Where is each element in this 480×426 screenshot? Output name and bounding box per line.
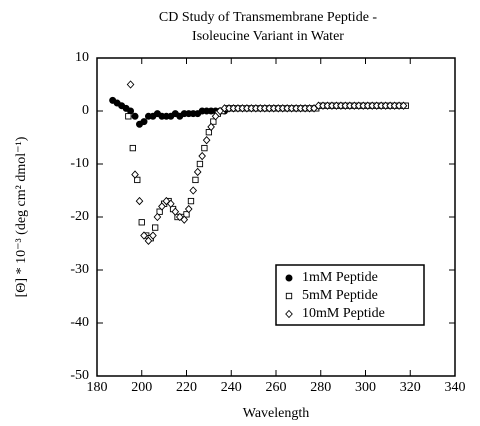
data-point [198, 151, 206, 161]
data-point [152, 224, 159, 231]
data-point [153, 212, 162, 222]
data-point [138, 219, 145, 226]
y-tick-label: -30 [70, 262, 89, 277]
legend-marker [285, 292, 293, 300]
y-tick-label: -10 [70, 156, 89, 171]
x-axis-label: Wavelength [243, 406, 310, 421]
x-tick-label: 220 [176, 380, 197, 395]
data-point [193, 167, 202, 177]
data-point [131, 170, 139, 179]
data-point [180, 215, 189, 224]
data-point [131, 112, 139, 120]
data-point [210, 118, 217, 125]
x-tick-label: 200 [131, 380, 152, 395]
y-tick-label: -20 [70, 209, 89, 224]
data-point [211, 112, 220, 121]
data-point [149, 231, 157, 240]
data-point [126, 80, 135, 89]
legend-label: 5mM Peptide [302, 288, 378, 303]
data-point [135, 196, 144, 206]
y-tick-label: 10 [75, 50, 89, 65]
legend-label: 10mM Peptide [302, 306, 385, 321]
data-point [134, 176, 141, 184]
x-tick-label: 300 [355, 380, 376, 395]
data-point [158, 202, 166, 211]
chart-title: Isoleucine Variant in Water [192, 29, 344, 44]
data-point [207, 122, 215, 132]
y-tick-label: 0 [82, 103, 89, 118]
data-point [144, 236, 153, 246]
legend-box [275, 264, 425, 326]
x-tick-label: 280 [310, 380, 331, 395]
data-point [187, 197, 195, 205]
chart-title: CD Study of Transmembrane Peptide - [159, 10, 377, 25]
data-point [167, 199, 175, 208]
x-tick-label: 180 [87, 380, 108, 395]
data-point [140, 118, 148, 126]
data-point [140, 231, 148, 240]
y-axis-label: [Θ] * 10⁻³ (deg cm² dmol⁻¹) [14, 136, 29, 297]
data-point [156, 208, 163, 215]
data-point [192, 176, 199, 184]
data-point [127, 107, 135, 115]
legend-label: 1mM Peptide [302, 270, 378, 285]
data-point [129, 144, 136, 152]
data-point [205, 129, 213, 136]
data-point [399, 101, 408, 110]
x-tick-label: 240 [221, 380, 242, 395]
data-point [202, 135, 211, 145]
legend-marker [285, 309, 293, 319]
data-point [125, 113, 132, 120]
data-point [196, 160, 204, 168]
data-point [189, 186, 198, 195]
data-point [183, 211, 190, 218]
y-tick-label: -50 [70, 368, 89, 383]
data-point [171, 207, 180, 216]
x-tick-label: 340 [445, 380, 466, 395]
y-tick-label: -40 [70, 315, 89, 330]
x-tick-label: 260 [266, 380, 287, 395]
data-point [184, 204, 193, 214]
legend-marker [285, 274, 293, 282]
data-point [201, 144, 208, 152]
x-tick-label: 320 [400, 380, 421, 395]
